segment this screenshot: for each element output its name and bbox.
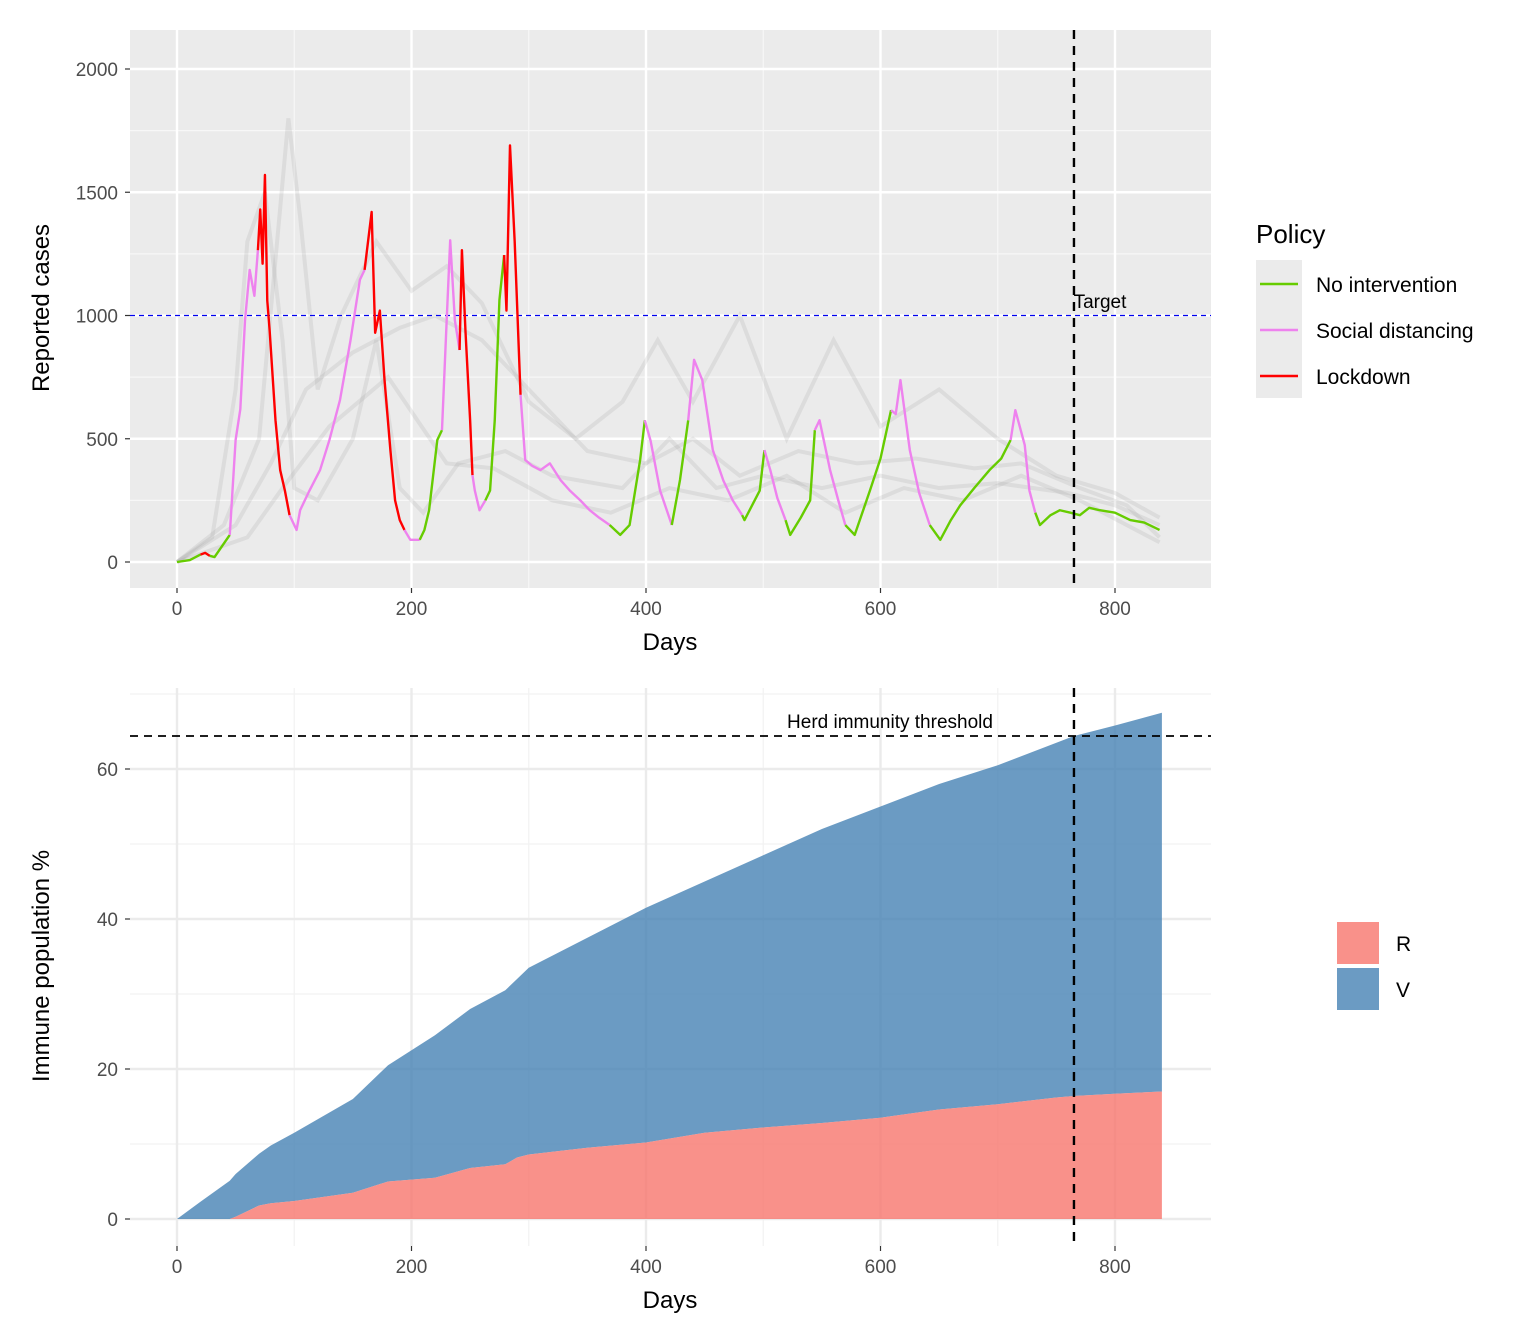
- policy-segment-sd: [519, 394, 611, 527]
- x-tick-label: 0: [172, 1257, 183, 1278]
- legend-title: Policy: [1256, 219, 1325, 249]
- policy-segment-sd: [1009, 408, 1037, 514]
- policy-segment-sd: [643, 419, 673, 526]
- policy-segment-lock: [458, 248, 474, 476]
- background-run-line: [175, 191, 1161, 564]
- x-axis-title-top: Days: [643, 629, 698, 656]
- immunity-legend: RV: [1337, 922, 1411, 1010]
- legend-label: Social distancing: [1316, 320, 1474, 343]
- background-run-line: [175, 118, 1161, 564]
- x-tick-label: 800: [1099, 1257, 1131, 1278]
- y-tick-label: 0: [107, 1210, 118, 1231]
- y-tick-label: 60: [97, 760, 118, 781]
- policy-segment-lock: [256, 173, 291, 516]
- y-tick-label: 500: [86, 430, 118, 451]
- policy-segment-lock: [363, 210, 406, 531]
- policy-segment-sd: [763, 449, 787, 521]
- x-tick-label: 600: [865, 1257, 897, 1278]
- y-tick-label: 2000: [76, 60, 118, 81]
- x-tick-label: 800: [1099, 599, 1131, 620]
- policy-segment-none: [418, 429, 444, 541]
- threshold-label: Herd immunity threshold: [787, 712, 993, 733]
- area-V: [177, 712, 1162, 1219]
- legend-label: Lockdown: [1316, 366, 1411, 389]
- legend-label: V: [1396, 979, 1410, 1002]
- policy-segment-none: [928, 439, 1012, 542]
- y-axis-title-top: Reported cases: [28, 224, 55, 392]
- policy-segment-none: [1034, 506, 1161, 532]
- background-run-line: [176, 374, 1161, 564]
- policy-segment-sd: [471, 475, 487, 512]
- x-tick-label: 600: [865, 599, 897, 620]
- policy-segment-sd: [813, 419, 847, 526]
- policy-segment-none: [484, 254, 506, 501]
- legend-label: No intervention: [1316, 274, 1457, 297]
- policy-segment-none: [784, 430, 817, 537]
- immunity-panel: 0 200 400 600 800 0 20 40 60: [97, 688, 1211, 1278]
- y-tick-label: 1500: [76, 183, 118, 204]
- policy-segment-none: [608, 420, 647, 537]
- y-tick-label: 40: [97, 910, 118, 931]
- legend-swatch-R: [1337, 922, 1379, 964]
- target-label: Target: [1074, 292, 1128, 313]
- legend-label: R: [1396, 933, 1411, 956]
- x-tick-label: 400: [630, 599, 662, 620]
- policy-segment-sd: [890, 378, 931, 526]
- x-tick-label: 0: [172, 599, 183, 620]
- policy-segment-none: [176, 553, 201, 564]
- y-tick-label: 1000: [76, 307, 118, 328]
- y-tick-label: 20: [97, 1060, 118, 1081]
- x-tick-label: 400: [630, 1257, 662, 1278]
- policy-segment-lock: [502, 144, 522, 395]
- background-run-line: [175, 313, 1161, 564]
- policy-segment-sd: [228, 250, 260, 535]
- area-R: [177, 1091, 1162, 1219]
- policy-segment-none: [844, 409, 893, 537]
- x-axis-title-bottom: Days: [643, 1287, 698, 1314]
- policy-segment-none: [670, 420, 690, 526]
- x-tick-label: 200: [396, 599, 428, 620]
- policy-segment-none: [209, 534, 231, 559]
- cases-panel: 0 200 400 600 800 0 500 1000 1500 2000: [76, 30, 1211, 620]
- policy-legend: No intervention Social distancing Lockdown: [1256, 260, 1474, 398]
- x-tick-label: 200: [396, 1257, 428, 1278]
- panel-background: [130, 30, 1211, 588]
- policy-segment-sd: [687, 358, 744, 516]
- policy-segment-sd: [288, 269, 366, 532]
- policy-segment-lock: [200, 551, 211, 557]
- policy-segment-none: [741, 449, 766, 522]
- legend-swatch-V: [1337, 968, 1379, 1010]
- policy-segment-sd: [440, 239, 461, 431]
- y-tick-label: 0: [107, 553, 118, 574]
- policy-segment-sd: [403, 529, 420, 542]
- y-axis-title-bottom: Immune population %: [28, 850, 55, 1082]
